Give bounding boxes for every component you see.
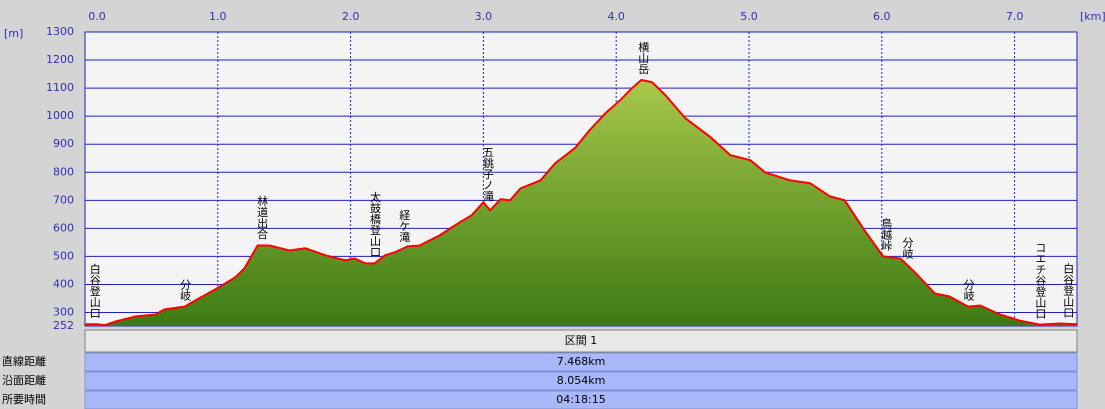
annotation: コエチ谷登山口 <box>1034 242 1047 319</box>
y-tick-label: 1000 <box>46 109 74 122</box>
row-value: 7.468km <box>557 355 606 368</box>
section-table: 区間 1 直線距離 7.468km 沿面距離 8.054km 所要時間 04:18:15 <box>2 329 1078 409</box>
y-tick-label: 700 <box>53 193 74 206</box>
x-tick-label: 4.0 <box>607 10 625 23</box>
annotation: 太鼓橋登山口 <box>368 191 381 257</box>
y-tick-label: 1300 <box>46 25 74 38</box>
annotation: 五銚子ノ滝 <box>481 146 494 201</box>
y-tick-label: 800 <box>53 165 74 178</box>
annotation: 分岐 <box>962 278 975 301</box>
annotation: 経ケ滝 <box>398 209 411 242</box>
row-label: 直線距離 <box>2 354 46 368</box>
annotation: 鳥越峠 <box>880 216 893 251</box>
row-bg <box>84 371 1078 391</box>
x-tick-label: 1.0 <box>209 10 227 23</box>
x-tick-label: 2.0 <box>342 10 360 23</box>
area <box>85 80 1077 326</box>
row-bg <box>84 390 1078 409</box>
y-tick-label: 252 <box>53 319 74 332</box>
annotation: 分岐 <box>901 236 914 259</box>
y-unit: [m] <box>4 27 23 40</box>
y-tick-label: 900 <box>53 137 74 150</box>
section-title: 区間 1 <box>565 334 598 347</box>
x-tick-label: 3.0 <box>475 10 493 23</box>
x-unit: [km] <box>1080 10 1105 23</box>
section-header <box>84 329 1078 353</box>
y-tick-label: 1200 <box>46 53 74 66</box>
row-value: 04:18:15 <box>556 393 605 406</box>
row-bg <box>84 352 1078 372</box>
annotation: 白谷登山口 <box>1062 262 1075 318</box>
y-tick-label: 300 <box>53 306 74 319</box>
row-label: 所要時間 <box>2 392 46 406</box>
row-value: 8.054km <box>557 374 606 387</box>
x-tick-label: 5.0 <box>740 10 758 23</box>
annotation: 白谷登山口 <box>88 262 101 318</box>
x-tick-label: 6.0 <box>873 10 891 23</box>
y-tick-label: 1100 <box>46 81 74 94</box>
x-tick-label: 7.0 <box>1006 10 1024 23</box>
annotation: 横山岳 <box>637 40 650 74</box>
profile-line <box>85 78 1078 327</box>
y-tick-label: 500 <box>53 249 74 262</box>
row-label: 沿面距離 <box>2 373 46 387</box>
annotation: 分岐 <box>179 278 192 301</box>
annotation: 林道出合 <box>256 194 269 240</box>
y-tick-label: 400 <box>53 277 74 290</box>
x-tick-label: 0.0 <box>88 10 106 23</box>
y-tick-label: 600 <box>53 221 74 234</box>
